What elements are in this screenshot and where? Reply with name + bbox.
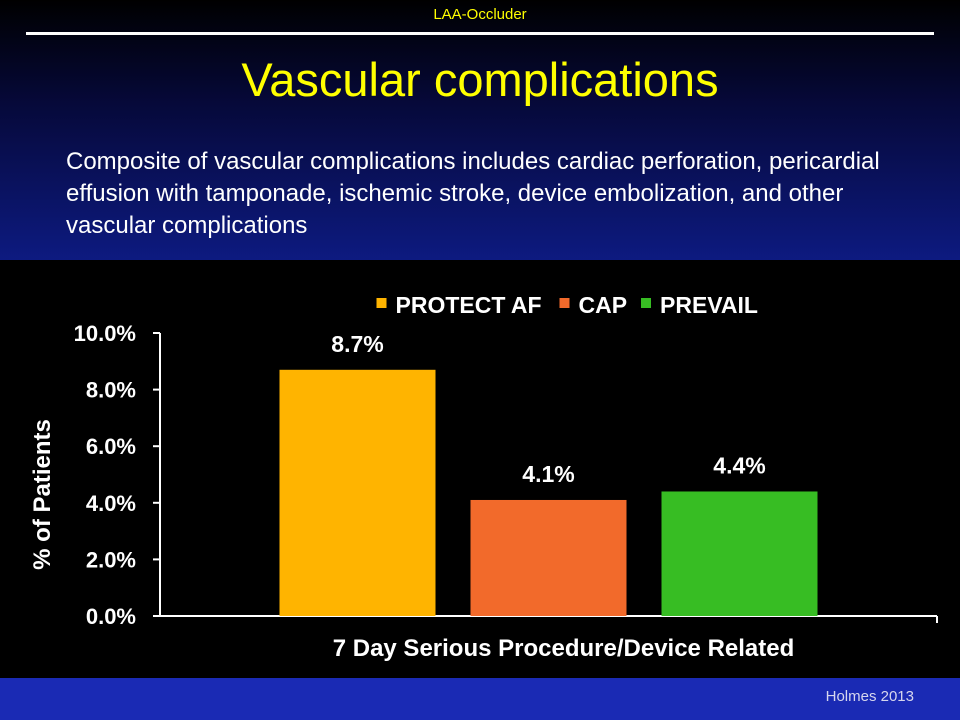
legend-label-cap: CAP (579, 292, 628, 318)
slide-title: Vascular complications (241, 53, 719, 106)
bar-chart: PROTECT AF CAP PREVAIL 0.0% 2.0% 4.0% 6.0% 8.0… (29, 292, 938, 662)
legend-swatch-prevail (641, 298, 651, 308)
data-label-prevail: 4.4% (713, 452, 765, 478)
y-tick-label: 2.0% (86, 547, 136, 572)
footer-citation: Holmes 2013 (825, 688, 914, 705)
chart-legend: PROTECT AF CAP PREVAIL (376, 292, 758, 318)
y-tick-label: 4.0% (86, 491, 136, 516)
header-divider (26, 32, 934, 35)
y-tick-label: 10.0% (74, 321, 136, 346)
legend-swatch-protect-af (376, 298, 387, 308)
x-axis-label: 7 Day Serious Procedure/Device Related (333, 635, 795, 662)
slide-body-text: Composite of vascular complications incl… (66, 148, 880, 239)
data-label-cap: 4.1% (522, 461, 574, 487)
bar-series-group: 8.7% 4.1% 4.4% (279, 331, 818, 616)
x-axis (160, 615, 938, 623)
y-tick-label: 0.0% (86, 604, 136, 629)
bar-protect-af (279, 369, 436, 616)
bar-prevail (661, 491, 818, 616)
legend-label-prevail: PREVAIL (660, 292, 758, 318)
chart-area: PROTECT AF CAP PREVAIL 0.0% 2.0% 4.0% 6.0% 8.0… (0, 260, 960, 678)
legend-label-protect-af: PROTECT AF (396, 292, 542, 318)
y-axis-label: % of Patients (29, 419, 56, 570)
y-tick-label: 6.0% (86, 434, 136, 459)
y-axis: 0.0% 2.0% 4.0% 6.0% 8.0% 10.0% (74, 321, 161, 629)
y-tick-label: 8.0% (86, 378, 136, 403)
slide-header-area (0, 0, 960, 260)
legend-swatch-cap (559, 298, 570, 308)
bar-cap (470, 499, 627, 616)
footer-bar: Holmes 2013 (0, 678, 960, 720)
data-label-protect-af: 8.7% (331, 331, 383, 357)
header-label: LAA-Occluder (433, 6, 527, 23)
